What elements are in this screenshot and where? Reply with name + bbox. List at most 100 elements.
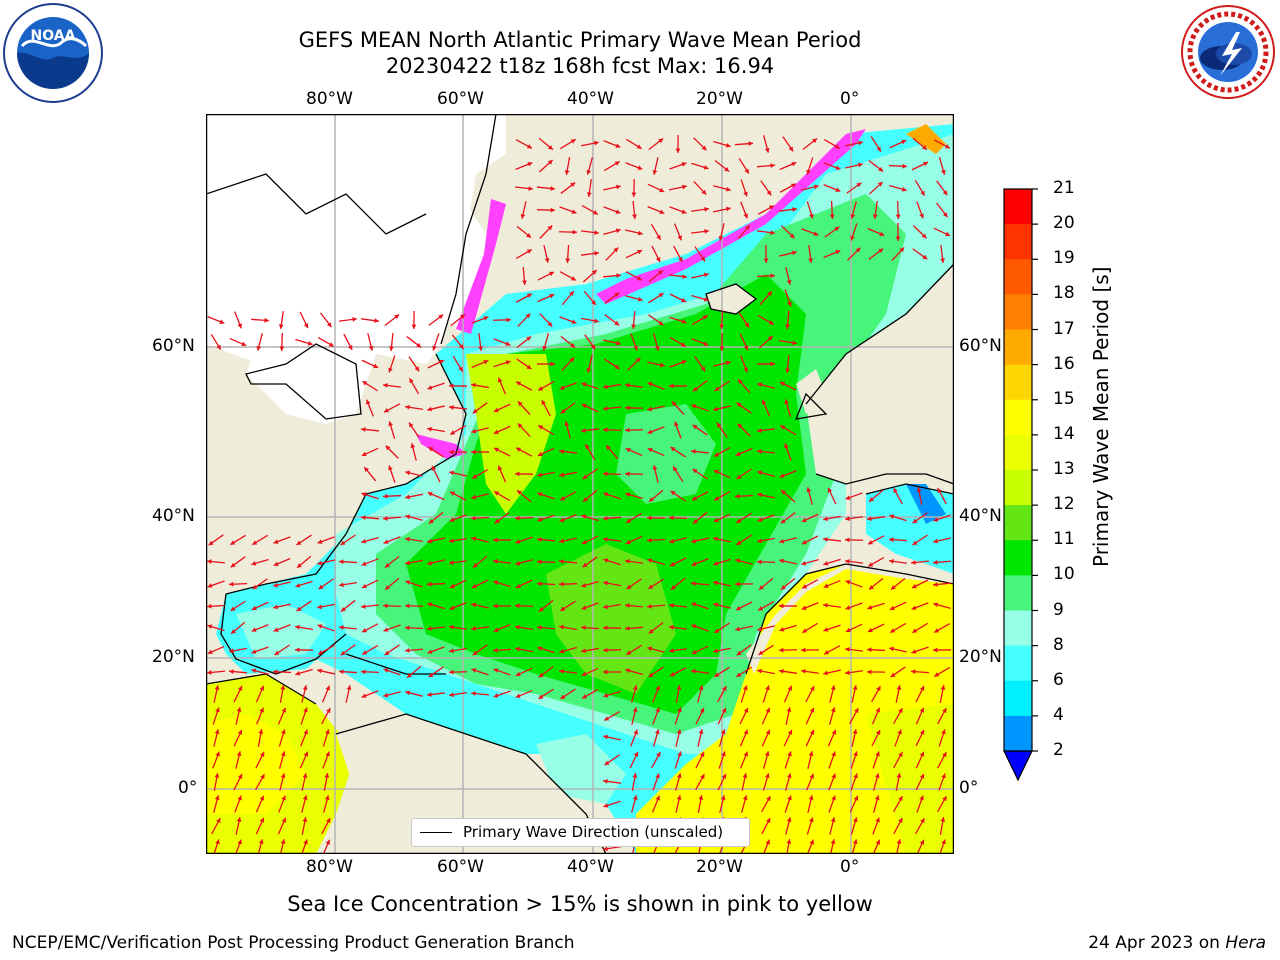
wave-arrow-head <box>766 796 771 802</box>
wave-arrow-head <box>302 795 308 801</box>
wave-arrow-head <box>736 672 742 677</box>
wave-arrow-head <box>919 707 925 713</box>
wave-arrow-head <box>637 165 643 170</box>
wave-arrow-head <box>603 558 609 563</box>
wave-arrow-head <box>767 291 772 297</box>
colorbar-tick-label: 2 <box>1053 740 1064 760</box>
wave-arrow-head <box>325 751 330 757</box>
wave-arrow-head <box>296 606 302 612</box>
wave-arrow-head <box>280 839 286 845</box>
colorbar-tick-label: 6 <box>1053 669 1064 690</box>
wave-arrow-head <box>742 795 748 801</box>
wave-arrow-head <box>742 773 748 778</box>
wave-arrow-head <box>784 399 790 405</box>
wave-arrow-head <box>325 729 330 735</box>
wave-arrow-head <box>766 190 772 196</box>
wave-arrow-head <box>279 346 285 351</box>
wave-arrow-head <box>603 803 609 808</box>
colorbar-band <box>1004 540 1032 576</box>
wave-arrow-head <box>603 669 608 675</box>
wave-arrow-head <box>823 627 829 632</box>
wave-arrow-head <box>875 751 880 757</box>
wave-arrow-head <box>594 318 599 324</box>
wave-arrow-head <box>823 583 829 588</box>
wave-arrow-head <box>471 382 476 388</box>
wave-arrow-head <box>537 625 542 630</box>
wave-arrow-head <box>806 487 812 493</box>
wave-arrow-head <box>890 628 896 633</box>
wave-arrow-head <box>669 603 674 608</box>
wave-arrow-head <box>764 751 770 757</box>
wave-arrow-head <box>296 540 302 545</box>
wave-arrow-head <box>361 693 367 698</box>
wave-arrow-head <box>853 751 858 757</box>
wave-arrow-head <box>647 537 652 543</box>
wave-arrow-head <box>427 406 433 412</box>
wave-arrow-head <box>701 189 707 195</box>
wave-arrow-head <box>912 518 918 524</box>
wave-arrow-head <box>449 470 455 476</box>
wave-arrow-head <box>675 148 681 153</box>
wave-arrow-head <box>655 685 660 691</box>
wave-arrow-head <box>328 342 334 347</box>
wave-arrow-head <box>517 490 522 495</box>
wave-arrow-head <box>699 751 705 757</box>
wave-arrow-head <box>207 559 212 564</box>
wave-arrow-head <box>632 773 638 778</box>
wave-arrow-head <box>670 447 676 452</box>
wave-arrow-head <box>207 583 213 588</box>
wave-arrow-head <box>603 604 608 610</box>
wave-arrow-head <box>738 379 743 385</box>
wave-arrow-head <box>770 273 775 279</box>
wave-arrow-head <box>537 537 542 543</box>
wave-arrow-head <box>594 251 599 256</box>
wave-arrow-head <box>362 650 368 655</box>
wave-arrow-head <box>237 795 242 801</box>
colorbar-title: Primary Wave Mean Period [s] <box>1089 266 1113 568</box>
wave-arrow-head <box>785 324 790 329</box>
left-lat-label: 40°N <box>152 506 195 526</box>
colorbar-band <box>1004 715 1032 752</box>
wave-arrow-head <box>919 751 925 757</box>
wave-arrow-head <box>878 248 884 254</box>
wave-arrow-head <box>526 364 532 370</box>
wave-arrow-head <box>835 187 841 192</box>
wave-arrow-head <box>781 490 787 495</box>
wave-arrow-head <box>852 685 858 691</box>
wave-arrow-head <box>676 773 682 779</box>
wave-arrow-head <box>877 181 883 187</box>
wave-arrow-head <box>787 795 792 801</box>
wave-arrow-head <box>614 364 620 369</box>
colorbar-tick-label: 17 <box>1053 318 1075 339</box>
wave-arrow-head <box>703 272 709 278</box>
wave-arrow-head <box>583 497 589 502</box>
wave-arrow-head <box>845 559 850 564</box>
wave-arrow-head <box>409 422 414 428</box>
wave-arrow-head <box>560 694 566 699</box>
wave-arrow-head <box>405 647 410 653</box>
wave-arrow-head <box>681 184 687 190</box>
wave-arrow-head <box>850 235 855 241</box>
wave-arrow-head <box>303 729 308 735</box>
wave-arrow-head <box>494 491 500 496</box>
wave-arrow-head <box>633 751 639 757</box>
wave-arrow-head <box>303 323 309 329</box>
wave-arrow-head <box>603 647 608 653</box>
wave-arrow-head <box>231 629 236 634</box>
wave-arrow-head <box>346 685 352 691</box>
wave-arrow-head <box>483 359 489 365</box>
wave-arrow-head <box>432 345 437 351</box>
wave-arrow-head <box>526 233 532 238</box>
wave-arrow-head <box>251 560 257 566</box>
wave-arrow-head <box>787 729 793 735</box>
wave-arrow-head <box>735 451 741 457</box>
wave-arrow-head <box>790 183 796 188</box>
wave-arrow-head <box>920 818 925 824</box>
wave-arrow-head <box>230 540 236 545</box>
wave-arrow-head <box>768 205 774 210</box>
wave-arrow-head <box>219 319 225 324</box>
right-lat-label: 0° <box>959 778 979 798</box>
wave-arrow-head <box>681 162 687 167</box>
wave-arrow-head <box>681 209 687 214</box>
wave-arrow-head <box>494 518 500 524</box>
